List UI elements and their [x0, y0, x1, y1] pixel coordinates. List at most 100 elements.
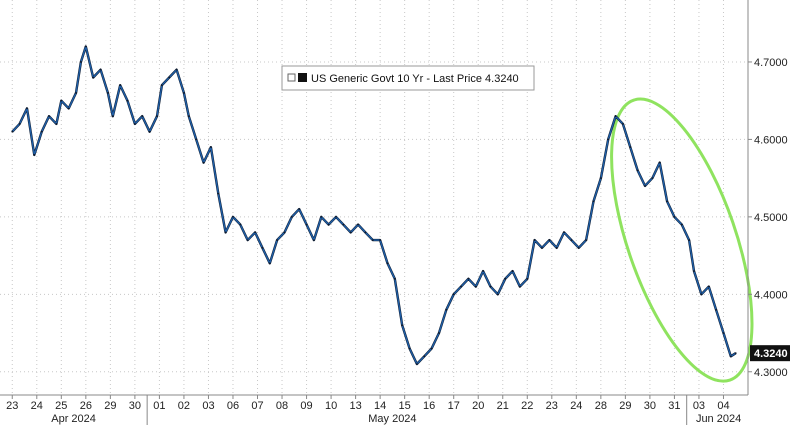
series-point: [148, 130, 151, 133]
series-point: [92, 76, 95, 79]
last-price-tag: 4.3240: [750, 345, 790, 362]
series-point: [614, 115, 617, 118]
y-tick-label: 4.7000: [754, 57, 788, 69]
series-point: [276, 239, 279, 241]
x-tick-label: 03: [693, 400, 705, 412]
legend-box: [281, 65, 535, 91]
series-point: [48, 115, 50, 118]
series-point: [67, 107, 70, 110]
series-point: [60, 99, 63, 102]
series-point: [700, 293, 703, 296]
series-point: [585, 239, 588, 241]
x-month-label: May 2024: [368, 413, 416, 425]
series-point: [734, 352, 737, 355]
series-point: [729, 355, 732, 358]
series-point: [715, 308, 718, 311]
series-point: [364, 231, 367, 234]
series-point: [232, 215, 234, 218]
x-tick-label: 21: [497, 400, 509, 412]
series-point: [688, 239, 691, 241]
legend-toggle-icon[interactable]: [287, 73, 296, 82]
last-price-tag-bg: [750, 345, 790, 362]
legend-series-name: US Generic Govt 10 Yr - Last Price 4.324…: [311, 73, 519, 85]
series-point: [445, 308, 448, 311]
x-tick-label: 30: [644, 400, 656, 412]
x-tick-label: 01: [153, 400, 165, 412]
series-point: [357, 223, 359, 226]
y-tick-label: 4.3000: [754, 367, 788, 379]
series-point: [224, 231, 227, 234]
x-tick-label: 25: [55, 400, 67, 412]
series-point: [107, 92, 109, 94]
series-point: [327, 223, 330, 226]
x-tick-label: 15: [399, 400, 411, 412]
series-point: [246, 239, 249, 241]
series-point: [202, 161, 205, 164]
series-point: [673, 215, 676, 218]
series-point: [75, 92, 77, 94]
series-point: [707, 285, 710, 288]
series-point: [467, 277, 470, 280]
series-point: [239, 223, 242, 226]
x-tick-label: 17: [448, 400, 460, 412]
series-point: [290, 215, 293, 218]
series-point: [298, 208, 301, 211]
x-month-label: Jun 2024: [696, 413, 741, 425]
series-point: [438, 332, 440, 334]
series-point: [55, 123, 58, 125]
series-point: [80, 61, 82, 63]
x-tick-label: 16: [423, 400, 435, 412]
x-tick-label: 30: [129, 400, 141, 412]
series-point: [416, 363, 418, 365]
series-point: [577, 246, 580, 249]
x-tick-label: 04: [717, 400, 729, 412]
series-point: [195, 138, 198, 141]
legend: US Generic Govt 10 Yr - Last Price 4.324…: [281, 65, 535, 91]
series-point: [217, 192, 220, 195]
x-month-label: Apr 2024: [51, 413, 96, 425]
series-point: [393, 277, 396, 280]
series-point: [175, 68, 178, 71]
highlight-ellipse-shape: [610, 97, 754, 383]
x-tick-label: 24: [31, 400, 43, 412]
x-tick-label: 07: [251, 400, 263, 412]
series-point: [126, 99, 129, 102]
series-point: [84, 45, 87, 48]
series-point: [26, 107, 28, 110]
series-point: [141, 115, 144, 118]
y-tick-label: 4.4000: [754, 289, 788, 301]
x-tick-label: 10: [325, 400, 337, 412]
series-point: [261, 246, 264, 249]
series-line: [11, 45, 737, 365]
series-point: [666, 200, 668, 203]
series-point: [489, 285, 492, 288]
series-point: [430, 347, 433, 350]
series-point: [349, 231, 352, 234]
series-point: [563, 231, 565, 234]
series-point: [644, 184, 646, 187]
series-point: [622, 123, 624, 125]
series-point: [156, 115, 158, 118]
series-point: [133, 123, 136, 125]
x-tick-label: 23: [546, 400, 558, 412]
series-point: [452, 293, 455, 296]
x-tick-label: 24: [570, 400, 582, 412]
series-point: [599, 177, 602, 180]
series-point: [342, 223, 345, 226]
series-point: [99, 68, 102, 71]
series-point: [533, 239, 536, 241]
legend-swatch: [298, 73, 307, 82]
series-point: [40, 130, 43, 133]
series-point: [541, 246, 543, 249]
series-point: [119, 84, 122, 87]
series-point: [183, 92, 185, 94]
series-point: [555, 246, 558, 249]
series-point: [526, 277, 529, 280]
series-point: [474, 285, 477, 288]
series-point: [693, 270, 695, 272]
series-point: [18, 123, 21, 125]
series-point: [408, 347, 411, 350]
y-tick-label: 4.6000: [754, 134, 788, 146]
